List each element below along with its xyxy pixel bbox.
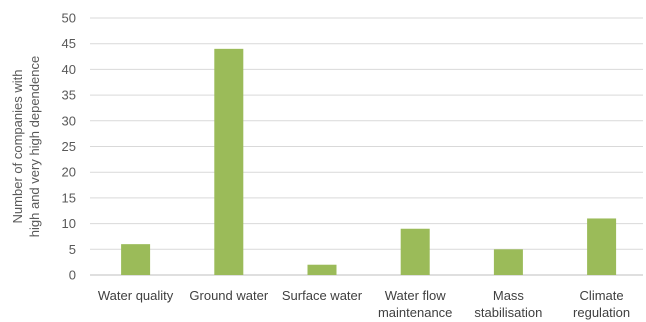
y-tick-label: 20 bbox=[62, 165, 76, 180]
y-tick-label: 15 bbox=[62, 190, 76, 205]
x-tick-label-line: Mass bbox=[493, 288, 525, 303]
y-tick-label: 45 bbox=[62, 36, 76, 51]
x-tick-label: Water flow maintenance bbox=[378, 288, 452, 320]
y-tick-labels: 0 5 10 15 20 25 30 35 40 45 50 bbox=[62, 11, 76, 283]
y-tick-label: 10 bbox=[62, 216, 76, 231]
x-tick-label-line: Water quality bbox=[98, 288, 174, 303]
y-axis-title: Number of companies with high and very hi… bbox=[10, 56, 42, 237]
bar bbox=[307, 264, 337, 275]
x-tick-label-line: regulation bbox=[573, 305, 630, 320]
x-tick-label-line: Climate bbox=[580, 288, 624, 303]
y-tick-label: 0 bbox=[69, 268, 76, 283]
x-tick-label-line: Ground water bbox=[189, 288, 268, 303]
y-axis-title-line: Number of companies with bbox=[10, 70, 25, 224]
y-tick-label: 40 bbox=[62, 62, 76, 77]
bar bbox=[400, 228, 430, 275]
x-tick-label: Surface water bbox=[282, 288, 363, 303]
y-tick-label: 30 bbox=[62, 113, 76, 128]
bar bbox=[121, 244, 151, 275]
bar bbox=[587, 218, 617, 275]
x-tick-label: Water quality bbox=[98, 288, 174, 303]
y-axis-title-line: high and very high dependence bbox=[27, 56, 42, 237]
bars bbox=[121, 48, 617, 276]
y-tick-label: 35 bbox=[62, 88, 76, 103]
bar bbox=[214, 48, 244, 276]
x-tick-label-line: Surface water bbox=[282, 288, 363, 303]
y-tick-label: 5 bbox=[69, 242, 76, 257]
x-tick-label: Mass stabilisation bbox=[474, 288, 542, 320]
x-tick-label: Climate regulation bbox=[573, 288, 630, 320]
gridlines bbox=[90, 17, 643, 276]
x-tick-label: Ground water bbox=[189, 288, 268, 303]
x-tick-label-line: Water flow bbox=[385, 288, 447, 303]
x-tick-label-line: maintenance bbox=[378, 305, 452, 320]
x-category-labels: Water quality Ground water Surface water Wa… bbox=[98, 288, 630, 320]
y-tick-label: 50 bbox=[62, 11, 76, 26]
y-tick-label: 25 bbox=[62, 139, 76, 154]
bar bbox=[493, 249, 523, 275]
x-tick-label-line: stabilisation bbox=[474, 305, 542, 320]
